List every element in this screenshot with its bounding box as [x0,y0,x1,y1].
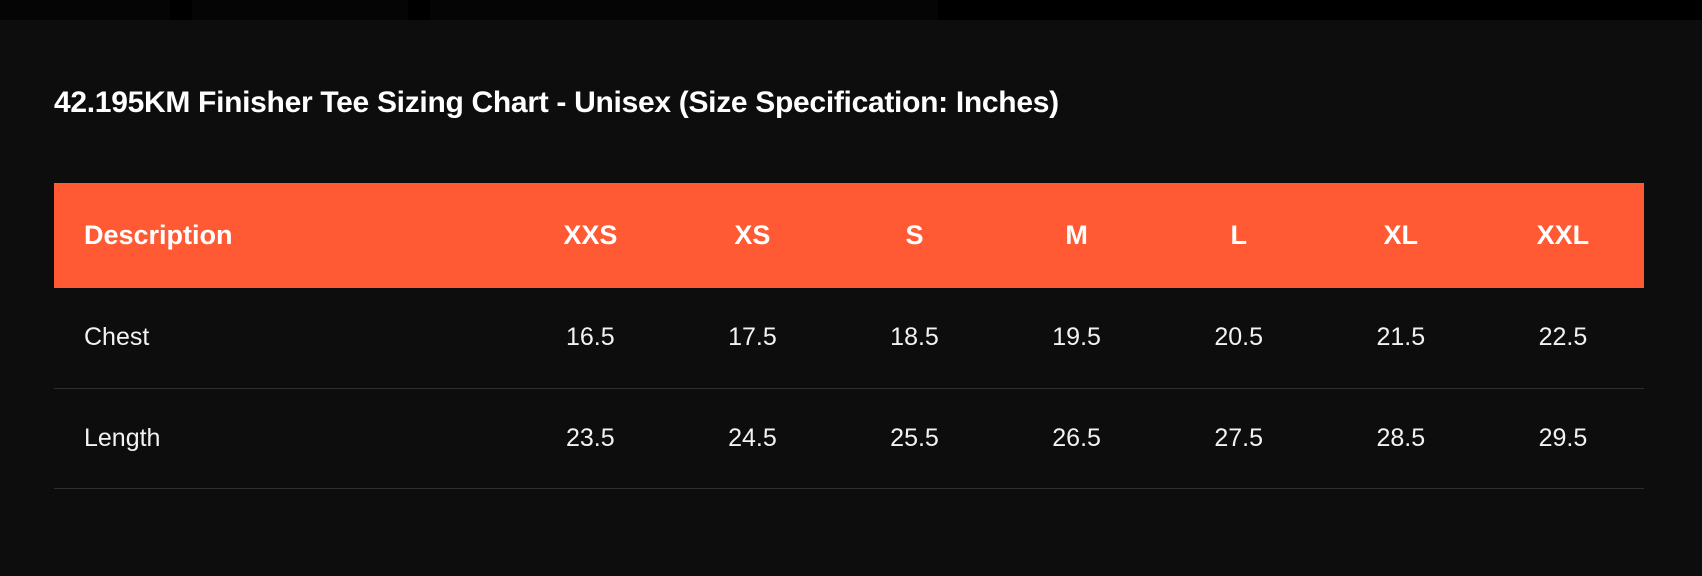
table-cell: 26.5 [1052,423,1101,452]
table-row-chest: Chest 16.5 17.5 18.5 19.5 20.5 21.5 22.5 [54,288,1644,388]
header-size-xl: XL [1383,220,1419,250]
header-size-m: M [1065,220,1088,250]
row-label: Length [84,423,161,452]
header-size-s: S [905,220,924,250]
table-cell: 17.5 [728,323,777,352]
table-cell: 18.5 [890,323,939,352]
table-cell: 27.5 [1214,423,1264,452]
table-cell: 23.5 [565,423,615,452]
top-strip-segment [408,0,430,20]
table-cell: 29.5 [1538,423,1588,452]
top-strip-segment [170,0,192,20]
sizing-table: Description XXS XS S M L XL XXL Chest 16… [54,183,1644,489]
top-strip [0,0,1702,20]
table-cell: 28.5 [1376,423,1426,452]
row-label: Chest [84,323,150,352]
table-cell: 25.5 [890,423,939,452]
table-cell: 16.5 [565,323,615,352]
table-cell: 24.5 [728,423,777,452]
header-size-l: L [1230,220,1247,250]
header-row: Description XXS XS S M L XL XXL [54,183,1644,288]
header-size-xs: XS [734,220,771,250]
table-cell: 20.5 [1214,323,1264,352]
top-strip-segment [938,0,1702,20]
table-cell: 19.5 [1052,323,1101,352]
header-size-xxs: XXS [563,220,618,250]
table-header: Description XXS XS S M L XL XXL [54,183,1644,288]
page-title: 42.195KM Finisher Tee Sizing Chart - Uni… [54,86,1059,119]
table-row-length: Length 23.5 24.5 25.5 26.5 27.5 28.5 29.… [54,388,1644,488]
header-size-xxl: XXL [1536,220,1590,250]
table-body: Chest 16.5 17.5 18.5 19.5 20.5 21.5 22.5… [54,288,1644,488]
table-cell: 22.5 [1538,323,1588,352]
table-cell: 21.5 [1376,323,1426,352]
header-description: Description [84,220,233,250]
